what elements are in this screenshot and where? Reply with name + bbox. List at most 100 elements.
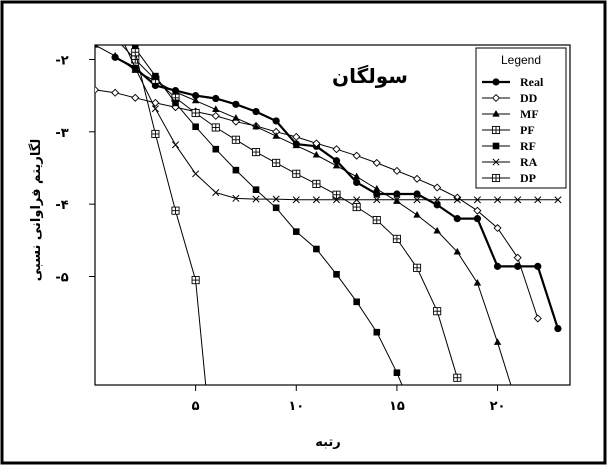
data-point-rf xyxy=(393,369,401,377)
y-tick-label: -۳ xyxy=(55,126,68,141)
x-tick-label: ۱۰ xyxy=(288,399,304,414)
data-point-pf xyxy=(352,202,361,212)
data-point-mf xyxy=(171,88,180,95)
data-point-ra xyxy=(433,196,441,204)
series-line-mf xyxy=(95,45,512,385)
data-point-mf xyxy=(473,279,482,286)
data-point-ra xyxy=(413,196,421,204)
data-point-dd xyxy=(151,98,160,107)
data-point-dd xyxy=(292,132,301,141)
x-tick-label: ۱۵ xyxy=(389,399,405,414)
data-point-mf xyxy=(292,141,300,149)
data-point-pf xyxy=(372,216,381,225)
data-point-mf xyxy=(312,150,321,158)
legend-box xyxy=(475,47,567,189)
data-point-mf xyxy=(493,338,502,345)
data-point-rf xyxy=(152,72,159,80)
data-point-mf xyxy=(232,114,240,121)
series-dp xyxy=(131,45,207,385)
legend-label-mf: MF xyxy=(520,107,539,121)
data-point-mf xyxy=(95,45,99,48)
data-point-ra xyxy=(292,196,300,204)
data-point-ra xyxy=(212,189,220,197)
legend-label-rf: RF xyxy=(520,139,536,153)
data-point-real xyxy=(353,178,361,187)
data-point-pf xyxy=(191,108,200,118)
data-point-dd xyxy=(392,166,401,175)
data-point-rf xyxy=(252,186,260,193)
data-point-dd xyxy=(473,206,482,215)
data-point-real xyxy=(192,92,200,100)
data-point-mf xyxy=(453,247,461,255)
ticks-layer: ۵ ۱۰ ۱۵ ۲۰ -۲ -۳ -۴ -۵ xyxy=(55,53,505,414)
data-point-ra xyxy=(171,141,180,149)
data-point-ra xyxy=(473,196,481,204)
data-point-dd xyxy=(513,253,522,262)
data-point-rf xyxy=(192,123,199,131)
data-point-ra xyxy=(332,196,341,204)
data-point-mf xyxy=(433,226,441,234)
x-tick-label: ۲۰ xyxy=(490,399,506,414)
data-point-real xyxy=(332,157,341,165)
legend-entry-dd: DD xyxy=(482,91,538,105)
data-point-mf xyxy=(332,161,341,169)
data-point-mf xyxy=(352,172,361,180)
data-point-ra xyxy=(131,64,139,72)
data-point-rf xyxy=(313,245,320,253)
legend-entry-rf: RF xyxy=(482,139,536,153)
legend-label-dd: DD xyxy=(520,91,538,105)
data-point-rf xyxy=(333,271,340,278)
data-point-pf xyxy=(412,263,422,272)
series-mf xyxy=(95,45,512,385)
data-point-ra xyxy=(493,196,502,204)
data-point-rf xyxy=(232,166,240,174)
legend-label-pf: PF xyxy=(520,123,535,137)
legend-entry-mf: MF xyxy=(482,107,539,121)
data-point-dp xyxy=(171,206,180,215)
data-point-rf xyxy=(172,99,179,107)
data-point-dd xyxy=(412,174,422,183)
data-point-rf xyxy=(292,228,300,235)
data-point-real xyxy=(272,117,280,125)
data-point-ra xyxy=(312,196,320,204)
data-point-ra xyxy=(554,196,562,204)
series-layer xyxy=(95,45,562,385)
series-ra xyxy=(124,45,562,204)
data-point-rf xyxy=(272,204,280,212)
legend-marker-real xyxy=(492,78,500,86)
data-point-pf xyxy=(272,158,281,167)
data-point-pf xyxy=(231,135,240,144)
legend-label-dp: DP xyxy=(520,171,536,185)
legend-marker-rf xyxy=(492,142,500,150)
data-point-dp xyxy=(151,129,160,139)
data-point-dd xyxy=(312,139,321,148)
data-point-real xyxy=(493,262,502,270)
series-dd xyxy=(95,85,542,323)
series-line-dd xyxy=(95,89,539,319)
data-point-dd xyxy=(533,314,542,323)
data-point-mf xyxy=(272,132,280,139)
data-point-real xyxy=(413,190,421,198)
data-point-dd xyxy=(131,93,140,102)
data-point-real xyxy=(534,262,542,270)
data-point-pf xyxy=(292,169,301,178)
data-point-dd xyxy=(493,223,502,233)
data-point-real xyxy=(373,190,381,198)
data-point-pf xyxy=(332,190,341,199)
data-point-dd xyxy=(111,88,120,97)
data-point-mf xyxy=(373,184,381,192)
plot-box xyxy=(94,44,571,386)
data-point-mf xyxy=(111,51,119,59)
data-point-real xyxy=(473,215,482,223)
data-point-real xyxy=(232,100,240,108)
x-axis-label: رتبه xyxy=(315,435,341,450)
data-point-pf xyxy=(312,179,321,188)
data-point-mf xyxy=(212,105,220,112)
data-point-pf xyxy=(453,373,462,382)
data-point-dd xyxy=(211,111,220,120)
data-point-ra xyxy=(393,196,401,204)
legend-label-ra: RA xyxy=(520,155,538,169)
data-point-pf xyxy=(392,234,401,243)
